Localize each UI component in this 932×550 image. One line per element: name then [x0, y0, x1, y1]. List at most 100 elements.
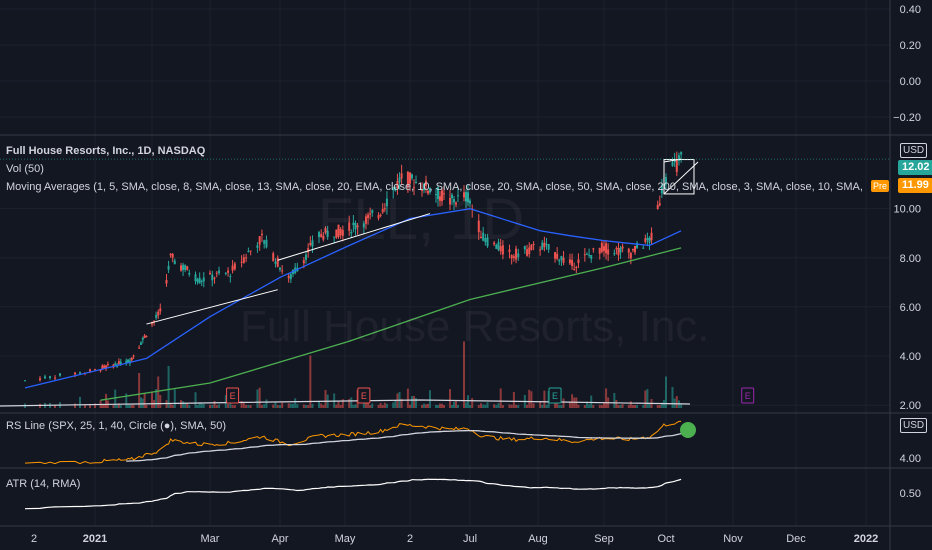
time-axis-label: Dec: [786, 533, 806, 545]
earnings-marker-label: E: [230, 391, 236, 401]
volume-bar: [486, 402, 489, 408]
currency-label[interactable]: USD: [900, 143, 928, 158]
volume-bar: [132, 405, 135, 408]
candle-body: [155, 314, 158, 318]
candle-body: [523, 246, 526, 250]
candle-body: [367, 214, 370, 219]
earnings-marker-box[interactable]: [741, 387, 755, 404]
volume-bar: [112, 404, 115, 408]
candle-body: [603, 246, 605, 251]
candle-body: [229, 276, 232, 278]
candle-body: [677, 155, 680, 161]
candle-body: [289, 273, 292, 280]
volume-bar: [103, 404, 106, 408]
volume-bar: [644, 390, 647, 408]
moving-averages-label[interactable]: Moving Averages (1, 5, SMA, close, 8, SM…: [6, 181, 866, 193]
candle-body: [439, 196, 441, 201]
candle-body: [106, 364, 109, 366]
candle-body: [671, 162, 674, 166]
volume-bar: [341, 399, 344, 408]
volume-bar: [646, 389, 649, 408]
candle-body: [260, 233, 263, 236]
volume-bar: [453, 401, 455, 408]
volume-bar: [274, 402, 277, 408]
volume-bar: [233, 405, 236, 408]
candle-body: [224, 272, 227, 274]
volume-bar: [101, 403, 104, 408]
earnings-marker-box[interactable]: [357, 387, 371, 404]
rs-line-label[interactable]: RS Line (SPX, 25, 1, 40, Circle (●), SMA…: [6, 420, 226, 432]
candle-body: [309, 242, 312, 245]
volume-bar: [138, 373, 141, 408]
volume-bar: [577, 404, 580, 408]
volume-bar: [276, 405, 279, 408]
candle-body: [200, 280, 203, 282]
candle-body: [240, 261, 243, 263]
candle-body: [196, 279, 199, 283]
volume-bar: [658, 405, 661, 408]
candle-body: [467, 192, 469, 203]
volume-bar: [636, 404, 639, 408]
earnings-marker-box[interactable]: [226, 387, 240, 404]
volume-bar: [213, 400, 216, 408]
volume-bar: [350, 397, 353, 408]
time-axis-label: Jul: [463, 533, 477, 545]
volume-bar: [493, 404, 496, 408]
candle-body: [592, 248, 595, 250]
volume-bar: [231, 405, 234, 408]
candle-body: [532, 244, 535, 246]
candle-body: [94, 369, 96, 371]
volume-bar: [603, 401, 605, 408]
candle-body: [469, 200, 471, 204]
rs-line: [24, 420, 682, 465]
candle-body: [451, 194, 453, 199]
volume-bar: [421, 405, 423, 408]
candle-body: [585, 253, 588, 255]
volume-bar: [247, 405, 250, 408]
candle-body: [333, 236, 336, 238]
volume-bar: [130, 405, 133, 408]
earnings-marker: E: [357, 387, 371, 404]
volume-bar: [427, 403, 429, 408]
volume-bar: [457, 405, 459, 408]
candle-body: [427, 190, 429, 194]
volume-bar: [305, 405, 307, 408]
volume-bar: [54, 405, 56, 408]
candle-body: [642, 247, 645, 249]
candle-body: [74, 372, 76, 375]
sma-200-line: [100, 247, 682, 401]
time-axis-label: Sep: [594, 533, 614, 545]
price-tick-label: 4.00: [900, 351, 921, 363]
candle-body: [435, 194, 437, 196]
volume-bar: [117, 403, 120, 408]
candle-body: [493, 242, 496, 245]
volume-bar: [680, 404, 683, 408]
rs-currency-label[interactable]: USD: [900, 418, 928, 433]
pre-market-label: Pre: [871, 180, 890, 192]
volume-bar: [528, 389, 531, 408]
volume-label[interactable]: Vol (50): [6, 163, 44, 175]
volume-bar: [539, 401, 542, 408]
candle-body: [139, 342, 142, 345]
volume-bar: [188, 405, 191, 408]
volume-bar: [116, 405, 119, 408]
volume-bar: [157, 376, 160, 408]
symbol-title[interactable]: Full House Resorts, Inc., 1D, NASDAQ: [6, 145, 206, 157]
atr-label[interactable]: ATR (14, RMA): [6, 478, 81, 490]
candle-body: [141, 337, 144, 340]
candle-body: [101, 365, 104, 369]
candle-body: [272, 253, 275, 261]
volume-bar: [467, 395, 469, 408]
volume-bar: [371, 403, 374, 408]
candle-body: [605, 243, 608, 254]
price-tick-label: 2.00: [900, 400, 921, 412]
volume-bar: [307, 405, 310, 408]
volume-bar: [627, 404, 630, 408]
earnings-marker-box[interactable]: [548, 387, 562, 404]
candle-body: [231, 265, 234, 271]
volume-bar: [279, 405, 281, 408]
time-axis-label: 2: [31, 533, 37, 545]
volume-bar: [151, 391, 153, 408]
